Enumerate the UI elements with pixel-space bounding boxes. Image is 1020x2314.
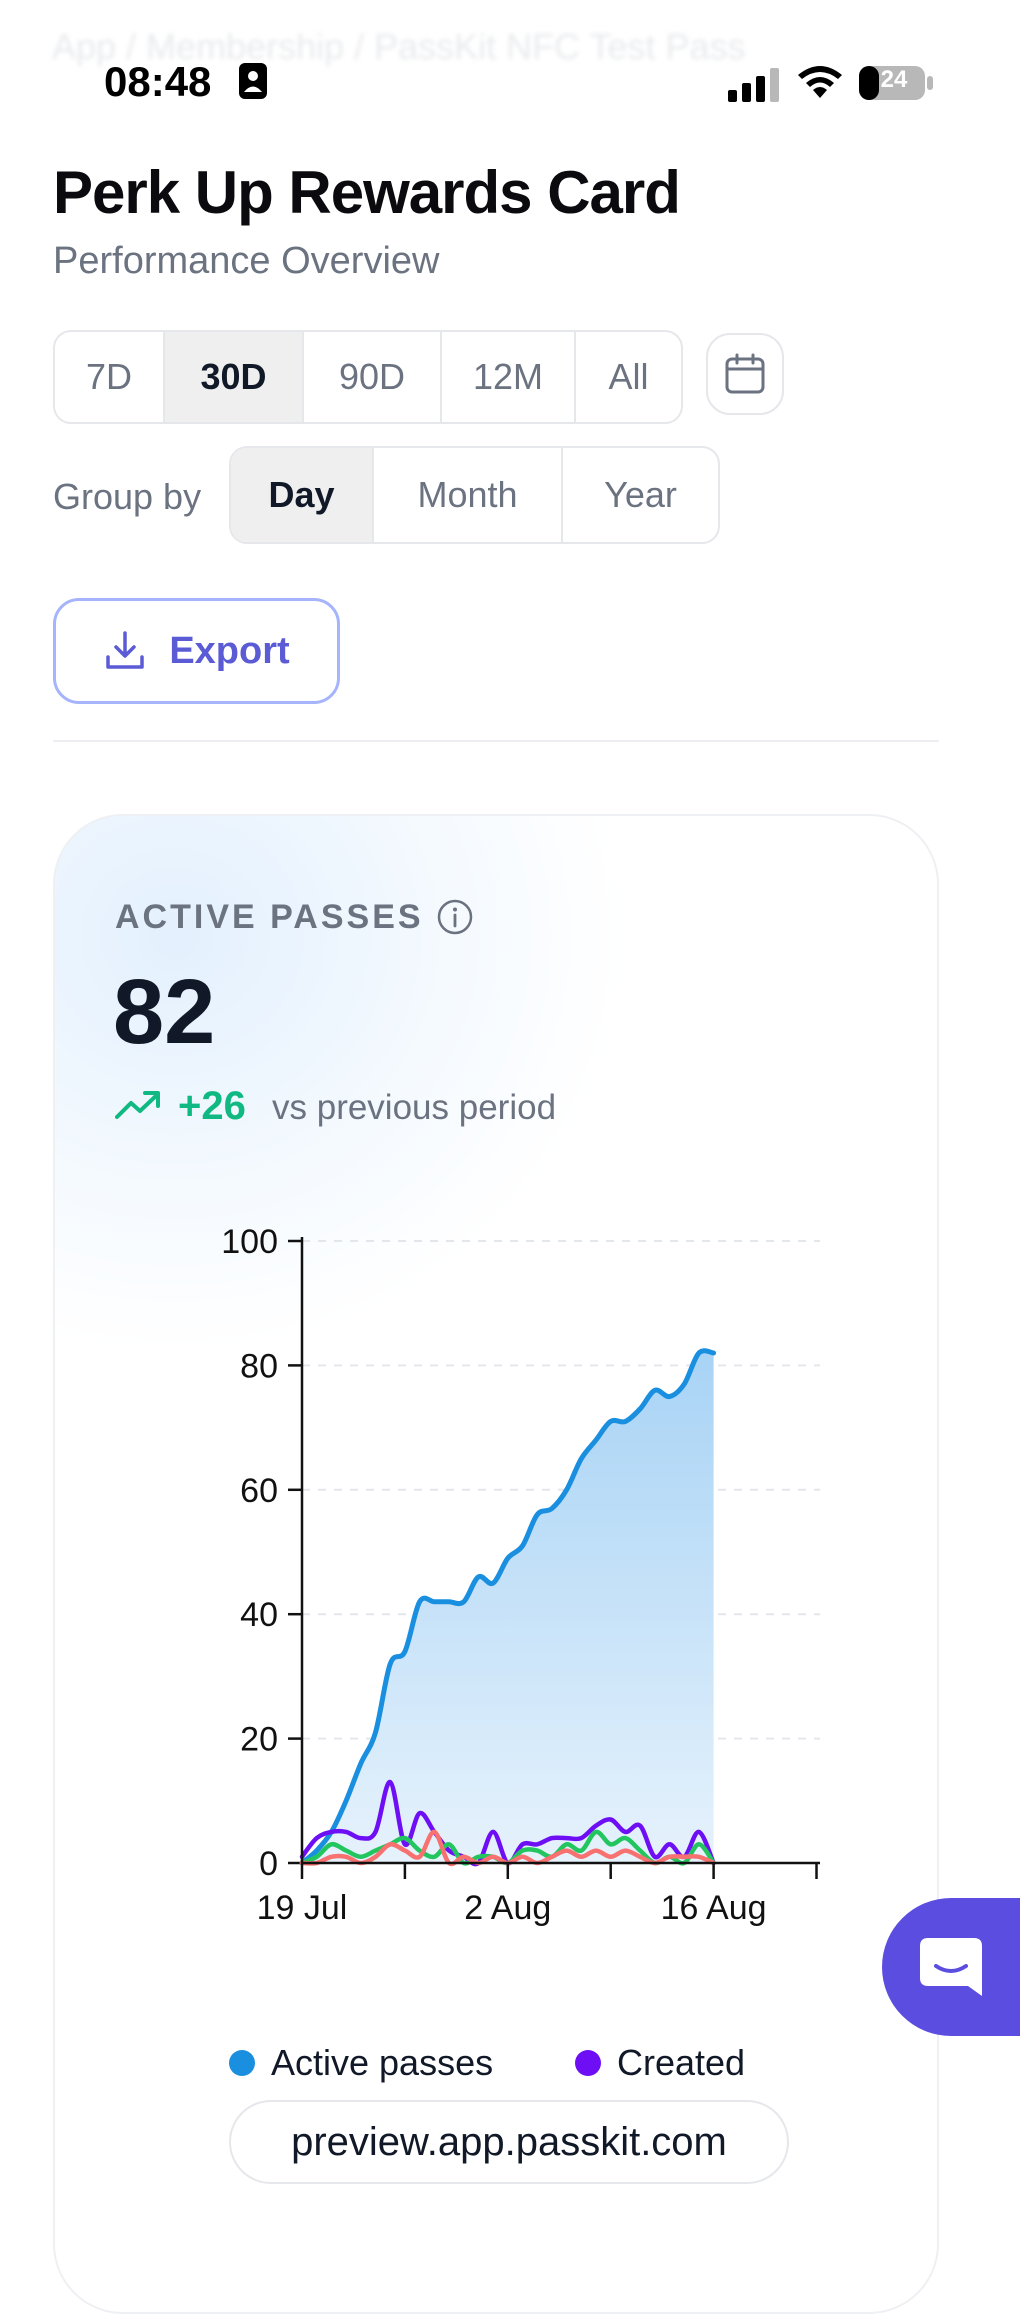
legend-created-label: Created bbox=[617, 2042, 746, 2083]
address-bar[interactable]: preview.app.passkit.com bbox=[229, 2100, 789, 2184]
focus-person-icon bbox=[239, 63, 267, 99]
range-90d-button[interactable]: 90D bbox=[304, 332, 442, 422]
export-button[interactable]: Export bbox=[53, 598, 340, 704]
group-day-button[interactable]: Day bbox=[231, 448, 374, 542]
delta-value: +26 bbox=[178, 1084, 246, 1128]
metric-value: 82 bbox=[113, 961, 216, 1063]
delta-label: vs previous period bbox=[272, 1088, 557, 1127]
chat-icon bbox=[920, 1938, 982, 1996]
metric-label: ACTIVE PASSES bbox=[115, 898, 424, 936]
trending-up-icon bbox=[115, 1091, 160, 1119]
chat-launcher-button[interactable] bbox=[882, 1898, 1020, 2036]
range-all-button[interactable]: All bbox=[608, 356, 649, 397]
date-range-selector: 7D 30D 90D 12M All bbox=[53, 330, 683, 424]
legend-active-passes-swatch bbox=[229, 2050, 255, 2076]
group-month-button[interactable]: Month bbox=[374, 448, 563, 542]
calendar-icon bbox=[725, 353, 765, 394]
legend-active-passes-label: Active passes bbox=[271, 2042, 494, 2083]
battery-icon bbox=[859, 66, 933, 100]
status-bar: 08:48 24 bbox=[0, 0, 1020, 130]
range-7d-button[interactable]: 7D bbox=[55, 332, 165, 422]
legend-created-swatch bbox=[575, 2050, 601, 2076]
page-subtitle: Performance Overview bbox=[53, 240, 440, 282]
page-title: Perk Up Rewards Card bbox=[53, 159, 681, 226]
legend-active-passes[interactable]: Active passes bbox=[229, 2042, 493, 2084]
breadcrumb: App / Membership / PassKit NFC Test Pass bbox=[52, 26, 746, 67]
group-year-button[interactable]: Year bbox=[604, 474, 677, 515]
export-label: Export bbox=[169, 629, 290, 672]
active-passes-card bbox=[53, 814, 939, 2314]
battery-level: 24 bbox=[880, 66, 908, 93]
divider bbox=[53, 740, 939, 742]
legend-created[interactable]: Created bbox=[575, 2042, 745, 2084]
wifi-icon bbox=[798, 66, 842, 98]
group-by-label: Group by bbox=[53, 476, 202, 517]
cellular-signal-icon bbox=[728, 68, 779, 102]
group-by-selector: Day Month Year bbox=[229, 446, 720, 544]
status-time: 08:48 bbox=[104, 58, 212, 105]
custom-date-button[interactable] bbox=[706, 333, 784, 415]
download-icon bbox=[106, 631, 145, 669]
range-30d-button[interactable]: 30D bbox=[165, 332, 304, 422]
range-12m-button[interactable]: 12M bbox=[442, 332, 576, 422]
info-icon[interactable] bbox=[436, 898, 474, 936]
